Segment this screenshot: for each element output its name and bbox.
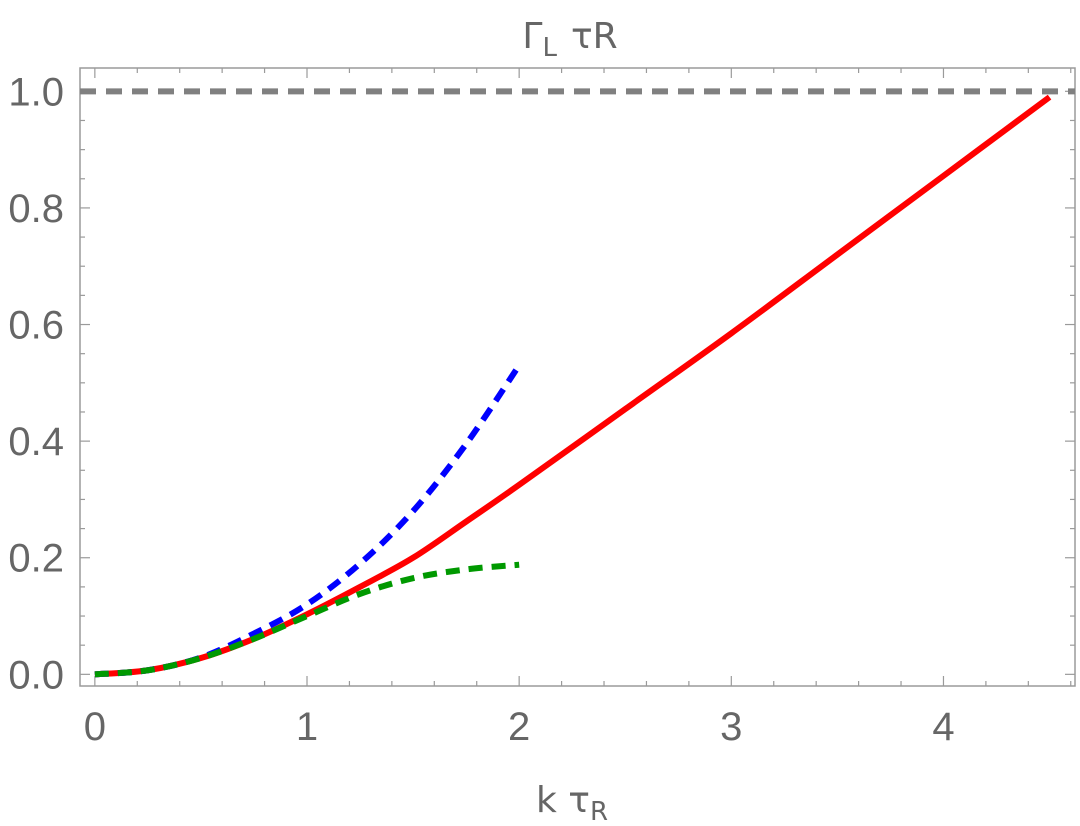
x-tick-label: 4 [932,705,954,749]
plot-frame [79,67,1076,687]
chart-title-sub: L [542,33,557,63]
y-tick-label: 0.8 [8,187,64,231]
y-tick-label: 0.0 [8,653,64,697]
y-tick-label: 0.4 [8,420,64,464]
chart-title-main: Γ [522,16,542,57]
x-tick-label: 3 [720,705,742,749]
y-tick-label: 1.0 [8,70,64,114]
x-tick-label: 0 [84,705,106,749]
x-axis-title-main: k τ [536,780,590,821]
y-tick-label: 0.2 [8,537,64,581]
chart-title-rest: τR [571,16,618,57]
series-line-blue [94,363,522,678]
series-line-green [94,561,520,678]
x-axis-title: k τR [536,780,608,826]
plot-layer: 0 1 2 3 4 0.0 0.2 0.4 0.6 0.8 1.0 [8,67,1076,749]
x-tick-label: 1 [296,705,318,749]
x-axis-title-sub: R [590,797,608,826]
x-tick-label: 2 [508,705,530,749]
y-tick-label: 0.6 [8,304,64,348]
chart-title: ΓL τR [522,16,617,63]
series-line-red [94,94,1052,678]
